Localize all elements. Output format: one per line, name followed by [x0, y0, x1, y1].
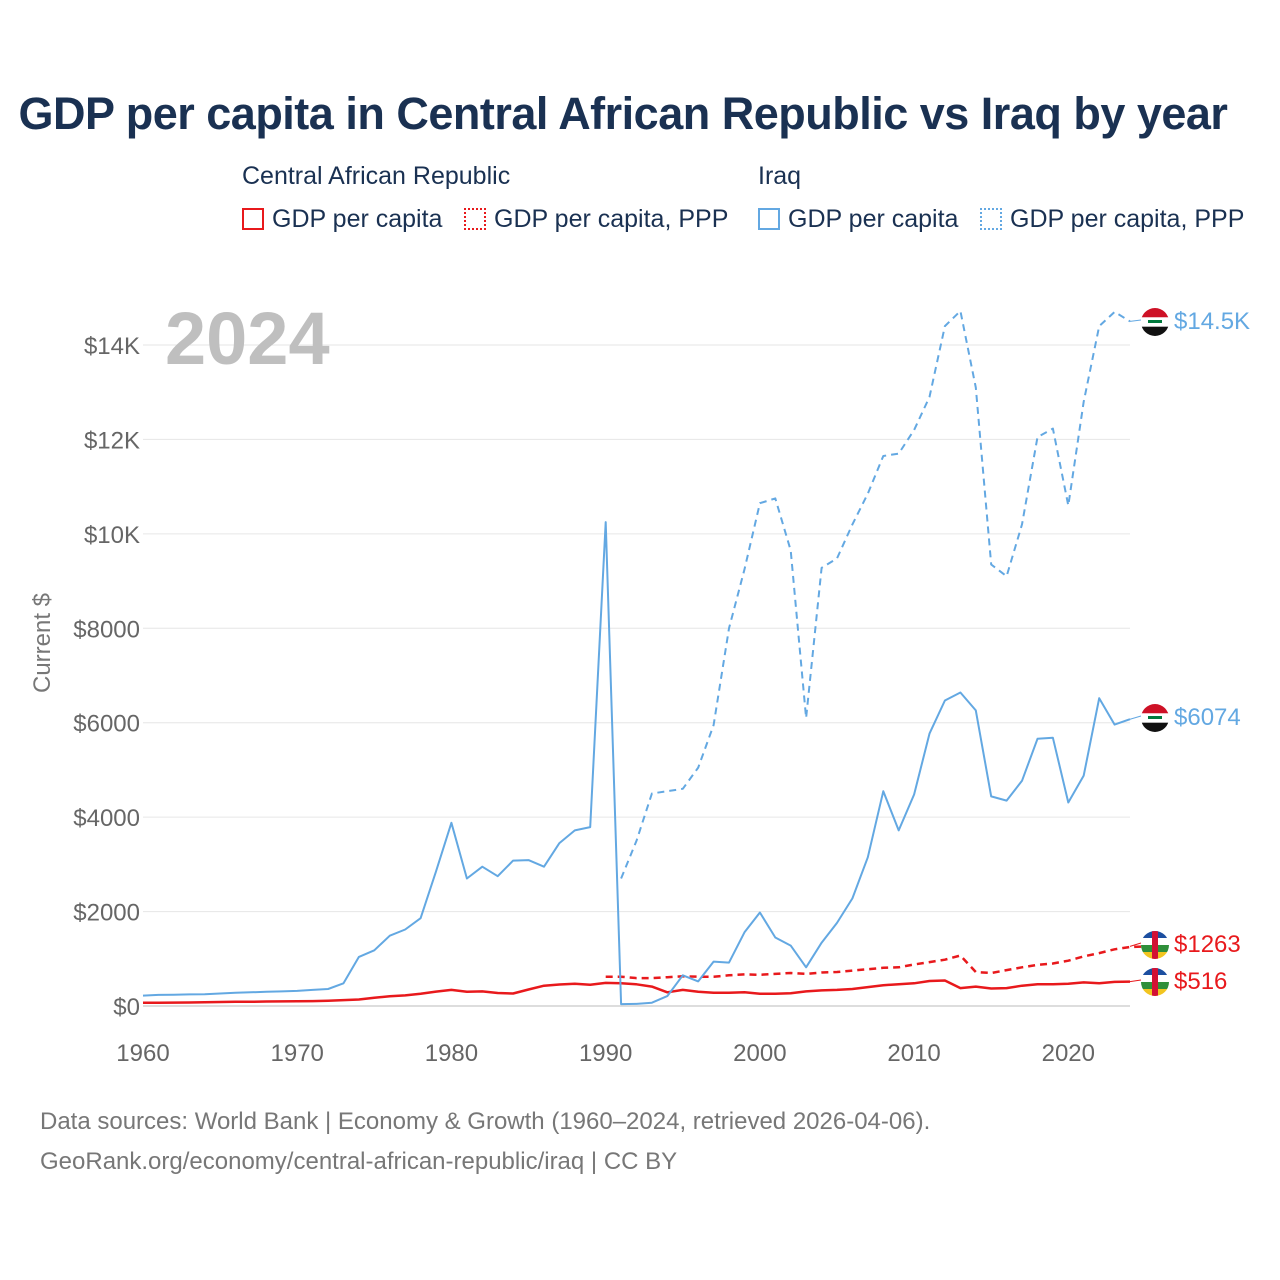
y-tick-label: $6000	[73, 711, 140, 738]
x-tick-label: 1960	[116, 1040, 169, 1067]
legend-label: GDP per capita	[272, 204, 443, 233]
y-axis-title: Current $	[29, 593, 56, 693]
label-leader	[1129, 942, 1142, 947]
car-flag-icon	[1141, 931, 1169, 959]
year-watermark: 2024	[165, 297, 330, 380]
y-tick-label: $2000	[73, 900, 140, 927]
y-tick-label: $8000	[73, 616, 140, 643]
end-value-label: $1263	[1174, 931, 1241, 958]
iraq-flag-icon	[1141, 308, 1169, 336]
car-flag-icon	[1141, 968, 1169, 996]
iraq-flag-icon	[1141, 704, 1169, 732]
legend-group-title-car: Central African Republic	[242, 162, 511, 190]
series-line-iraq-gdp-per-capita	[142, 521, 1131, 1006]
source-note: Data sources: World Bank | Economy & Gro…	[40, 1108, 931, 1135]
x-tick-label: 2000	[733, 1040, 786, 1067]
label-leader	[1129, 979, 1142, 983]
x-tick-label: 1980	[425, 1040, 478, 1067]
x-tick-label: 2020	[1042, 1040, 1095, 1067]
legend-swatch-solid-icon	[758, 208, 780, 230]
series-line-central-african-republic-gdp-per-capita	[142, 979, 1131, 1005]
legend-swatch-dotted-icon	[980, 208, 1002, 230]
source-link: GeoRank.org/economy/central-african-repu…	[40, 1148, 678, 1175]
legend-label: GDP per capita, PPP	[494, 204, 729, 233]
x-tick-label: 2010	[887, 1040, 940, 1067]
x-tick-label: 1970	[271, 1040, 324, 1067]
legend-item-car-gdp[interactable]: GDP per capita	[242, 204, 442, 234]
legend-swatch-solid-icon	[242, 208, 264, 230]
y-tick-label: $0	[113, 994, 140, 1021]
end-value-label: $6074	[1174, 704, 1241, 731]
x-tick-label: 1990	[579, 1040, 632, 1067]
y-tick-label: $10K	[84, 522, 140, 549]
legend-group-title-iraq: Iraq	[758, 162, 802, 190]
legend-item-car-ppp[interactable]: GDP per capita, PPP	[464, 204, 728, 234]
legend-label: GDP per capita	[788, 204, 959, 233]
y-tick-label: $4000	[73, 805, 140, 832]
legend-swatch-dotted-icon	[464, 208, 486, 230]
series-line-iraq-gdp-per-capita-ppp	[620, 310, 1131, 879]
y-tick-label: $14K	[84, 333, 140, 360]
label-leader	[1129, 319, 1142, 322]
legend-item-iraq-ppp[interactable]: GDP per capita, PPP	[980, 204, 1244, 234]
end-value-label: $14.5K	[1174, 308, 1250, 335]
legend-label: GDP per capita, PPP	[1010, 204, 1245, 233]
chart-title: GDP per capita in Central African Republ…	[18, 88, 1228, 139]
label-leader	[1129, 715, 1142, 720]
series-line-central-african-republic-gdp-per-capita-ppp	[605, 945, 1146, 980]
legend-item-iraq-gdp[interactable]: GDP per capita	[758, 204, 958, 234]
end-value-label: $516	[1174, 968, 1227, 995]
y-tick-label: $12K	[84, 427, 140, 454]
